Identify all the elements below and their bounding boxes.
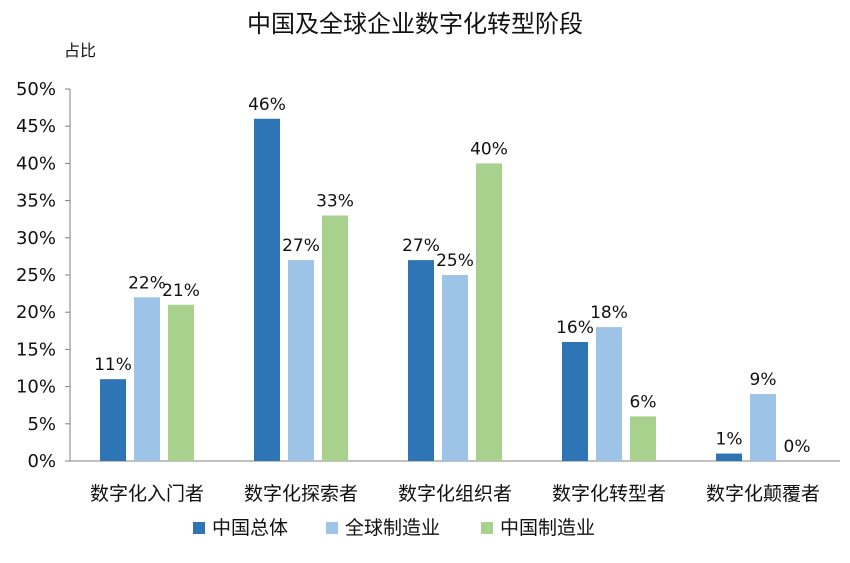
- bar: [562, 341, 588, 461]
- y-tick-label: 20%: [16, 302, 56, 323]
- y-tick-label: 50%: [16, 79, 56, 100]
- bar: [630, 416, 656, 461]
- data-label: 33%: [316, 191, 354, 211]
- legend: 中国总体 全球制造业 中国制造业: [193, 517, 595, 539]
- data-label: 1%: [716, 430, 743, 450]
- bar: [596, 327, 622, 461]
- x-tick-label: 数字化入门者: [90, 483, 204, 505]
- data-label: 0%: [784, 437, 811, 457]
- bar: [100, 379, 126, 461]
- bar: [716, 453, 742, 461]
- y-tick-label: 45%: [16, 116, 56, 137]
- legend-label: 中国制造业: [500, 517, 595, 539]
- x-tick-label: 数字化颠覆者: [706, 483, 820, 505]
- bar: [476, 163, 502, 461]
- legend-swatch: [326, 522, 338, 534]
- y-tick-label: 40%: [16, 153, 56, 174]
- data-labels: 11%22%21%46%27%33%27%25%40%16%18%6%1%9%0…: [94, 95, 810, 457]
- x-tick-label: 数字化组织者: [398, 483, 512, 505]
- data-label: 16%: [556, 318, 594, 338]
- y-tick-label: 10%: [16, 377, 56, 398]
- data-label: 46%: [248, 95, 286, 115]
- chart-title: 中国及全球企业数字化转型阶段: [247, 10, 583, 38]
- y-tick-label: 0%: [27, 451, 56, 472]
- y-tick-label: 5%: [27, 414, 56, 435]
- legend-swatch: [481, 522, 493, 534]
- bars: [100, 118, 776, 461]
- data-label: 27%: [402, 236, 440, 256]
- x-tick-label: 数字化转型者: [552, 483, 666, 505]
- y-tick-label: 30%: [16, 228, 56, 249]
- data-label: 40%: [470, 139, 508, 159]
- legend-label: 全球制造业: [345, 517, 440, 539]
- bar: [750, 394, 776, 461]
- axes: 0% 5% 10% 15% 20% 25% 30% 35% 40% 45% 50% 数字化入门者 数字化…: [16, 79, 840, 505]
- x-tick-label: 数字化探索者: [244, 483, 358, 505]
- bar: [134, 297, 160, 461]
- bar: [442, 275, 468, 461]
- y-tick-label: 25%: [16, 265, 56, 286]
- data-label: 9%: [750, 370, 777, 390]
- data-label: 25%: [436, 251, 474, 271]
- data-label: 22%: [128, 273, 166, 293]
- bar: [322, 215, 348, 461]
- data-label: 6%: [630, 392, 657, 412]
- data-label: 21%: [162, 281, 200, 301]
- y-tick-label: 15%: [16, 339, 56, 360]
- data-label: 18%: [590, 303, 628, 323]
- bar: [288, 260, 314, 461]
- data-label: 11%: [94, 355, 132, 375]
- y-tick-label: 35%: [16, 191, 56, 212]
- bar: [254, 118, 280, 461]
- bar: [168, 304, 194, 461]
- bar: [408, 260, 434, 461]
- legend-swatch: [193, 522, 205, 534]
- data-label: 27%: [282, 236, 320, 256]
- y-axis-label: 占比: [64, 41, 96, 60]
- legend-label: 中国总体: [212, 517, 288, 539]
